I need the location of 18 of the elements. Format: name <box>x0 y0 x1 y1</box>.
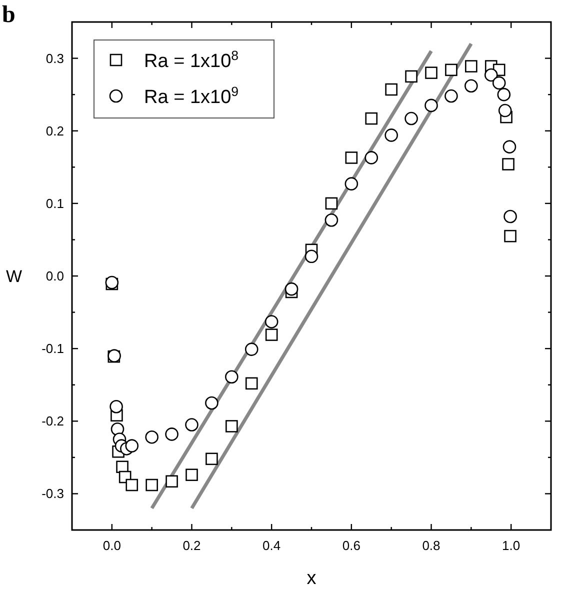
y-tick-label: -0.3 <box>42 486 64 502</box>
y-tick-label: 0.2 <box>46 123 64 138</box>
x-tick-label: 0.4 <box>262 538 281 553</box>
y-tick-label: 0.3 <box>46 50 64 66</box>
text: b <box>2 2 16 28</box>
y-tick-label: 0.1 <box>46 196 64 211</box>
legend-label: Ra = 1x10$^{8}$ <box>144 48 239 72</box>
x-tick-label: 0.2 <box>182 538 201 553</box>
x-tick-label: 0.8 <box>422 538 440 553</box>
y-axis-title: W <box>6 267 22 286</box>
x-axis-title: x <box>306 568 317 589</box>
y-tick-label: -0.2 <box>42 414 64 429</box>
y-tick-label: -0.1 <box>42 341 64 356</box>
x-tick-label: 0.0 <box>102 538 121 553</box>
y-tick-label: 0.0 <box>46 268 64 284</box>
x-tick-label: 1.0 <box>502 538 520 553</box>
legend-label: Ra = 1x10$^{9}$ <box>144 84 239 108</box>
x-tick-label: 0.6 <box>342 538 360 553</box>
